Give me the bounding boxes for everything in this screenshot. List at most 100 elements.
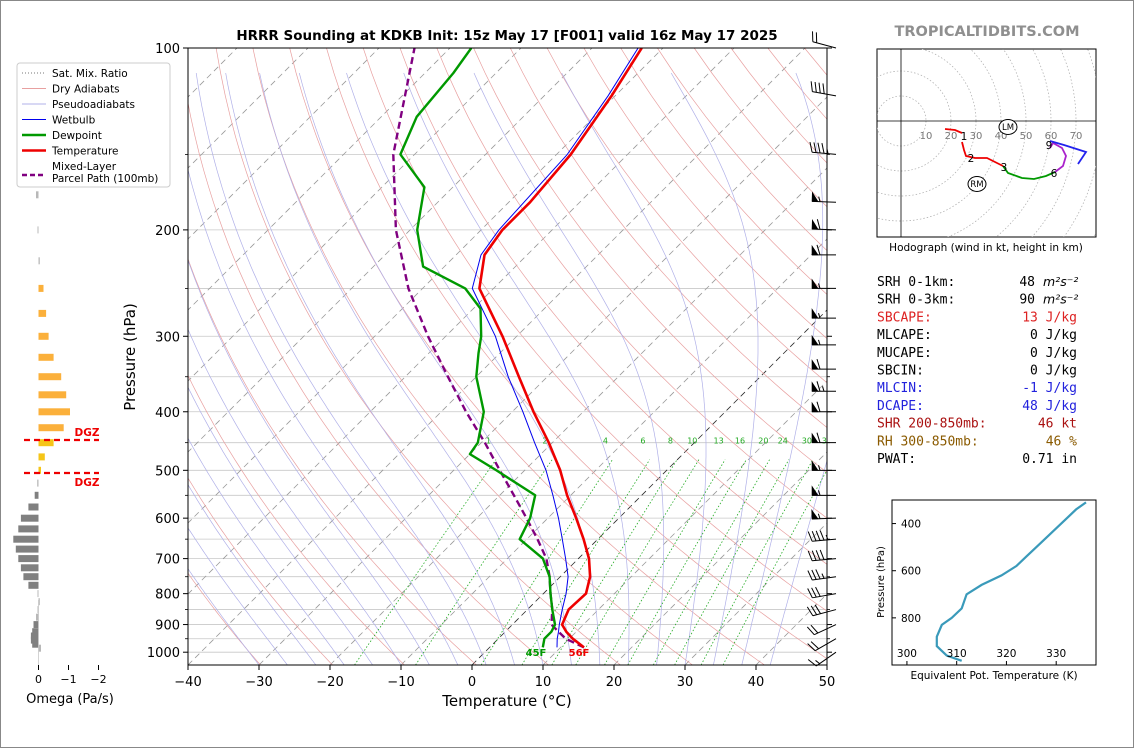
- surface-dewpoint-label: 45F: [526, 648, 547, 659]
- pseudoadiabat: [188, 527, 288, 665]
- omega-bar: [28, 581, 39, 589]
- pseudoadiabat: [298, 72, 572, 665]
- theta-e-line: [935, 501, 1087, 662]
- theta-e-x-tick-label: 300: [897, 648, 917, 660]
- x-tick-label: 40: [748, 675, 765, 690]
- parameter-label: RH 300-850mb:: [877, 434, 979, 449]
- omega-bar: [32, 640, 39, 648]
- pseudoadiabat: [346, 72, 601, 665]
- wind-barb: [807, 586, 837, 599]
- mixing-ratio-line: [627, 459, 747, 665]
- theta-e-xlabel: Equivalent Pot. Temperature (K): [910, 670, 1077, 682]
- hodograph-height-label: 9: [1046, 140, 1053, 152]
- isotherm: [400, 238, 827, 665]
- mixing-ratio-line: [551, 459, 678, 665]
- parameter-label: SBCAPE:: [877, 310, 932, 325]
- wind-barb: [811, 308, 836, 319]
- y-tick-label: 800: [155, 588, 180, 603]
- theta-e-y-tick-label: 600: [901, 566, 921, 578]
- omega-bar: [38, 439, 54, 447]
- omega-bar: [32, 628, 39, 636]
- right-mover-label: RM: [970, 180, 983, 190]
- wind-barb: [811, 358, 836, 370]
- isotherm: [471, 309, 827, 665]
- parameter-label: MLCIN:: [877, 381, 924, 396]
- dry-adiabat: [546, 48, 827, 384]
- omega-bar: [37, 590, 39, 598]
- omega-bar: [37, 606, 39, 614]
- mixing-ratio-label: 10: [687, 436, 697, 445]
- skewt-plot: 1 2 4 6 8 10 13 16 20 24 30 36 10020030040050060070…: [121, 42, 835, 710]
- wind-barb: [811, 485, 836, 496]
- wind-barb: [811, 509, 837, 520]
- omega-bar: [38, 284, 44, 292]
- isotherm: [684, 522, 827, 665]
- dry-adiabat: [252, 48, 693, 665]
- mixing-ratio-label: 24: [778, 436, 788, 445]
- hodograph-height-label: 2: [968, 153, 975, 165]
- omega-bar: [38, 373, 62, 381]
- parameter-unit: m²s⁻²: [1043, 274, 1078, 289]
- parameter-label: PWAT:: [877, 452, 916, 467]
- dry-adiabat: [473, 48, 827, 473]
- omega-bar: [36, 613, 39, 621]
- mixing-ratio-line: [674, 459, 790, 665]
- mixing-ratio-label: 13: [714, 436, 724, 445]
- hodograph-ring-label: 50: [1020, 131, 1033, 142]
- y-tick-label: 900: [155, 619, 180, 634]
- isotherm: [258, 96, 827, 665]
- x-tick-label: −40: [174, 675, 201, 690]
- omega-bar: [33, 621, 39, 629]
- isotherm: [188, 48, 806, 665]
- wind-barb: [810, 81, 837, 97]
- parcel-path-line: [392, 48, 585, 649]
- parameter-value: 48: [1019, 275, 1035, 290]
- theta-e-ylabel: Pressure (hPa): [876, 546, 887, 618]
- x-tick-label: −30: [245, 675, 272, 690]
- omega-bar: [20, 514, 39, 522]
- parameter-label: SRH 0-3km:: [877, 293, 955, 308]
- wind-barb: [807, 549, 837, 562]
- sounding-traces: [392, 48, 643, 649]
- parameter-value: 90: [1019, 293, 1035, 308]
- hodograph-ring-label: 10: [920, 131, 933, 142]
- pseudoadiabat: [188, 484, 317, 665]
- parameter-unit: m²s⁻²: [1043, 292, 1078, 307]
- parameter-value: -1 J/kg: [1022, 381, 1077, 396]
- wind-barb: [811, 278, 836, 289]
- legend-label: Mixed-Layer: [52, 161, 117, 173]
- y-axis-label: Pressure (hPa): [121, 303, 139, 411]
- x-tick-label: −10: [387, 675, 414, 690]
- omega-bar: [13, 535, 39, 543]
- mixing-ratio-line: [521, 459, 651, 665]
- parameter-value: 0 J/kg: [1030, 364, 1077, 379]
- hodograph: 10 20 30 40 50 60 70 12 3 6 9 LM RM Hodograph (wind …: [876, 48, 1097, 254]
- y-tick-label: 700: [155, 553, 180, 568]
- omega-bar: [38, 408, 70, 416]
- omega-bar: [38, 257, 40, 265]
- x-axis-label: Temperature (°C): [441, 692, 571, 710]
- omega-bar: [18, 555, 39, 563]
- y-tick-label: 600: [155, 512, 180, 527]
- pseudoadiabat: [188, 168, 459, 665]
- legend-label: Dry Adiabats: [52, 84, 120, 96]
- wind-barb: [807, 638, 837, 652]
- legend: Sat. Mix. Ratio Dry Adiabats Pseudoadiabat…: [16, 62, 171, 188]
- pseudoadiabat: [403, 72, 630, 665]
- omega-bar: [38, 391, 67, 399]
- pseudoadiabat: [188, 328, 402, 665]
- parameter-value: 46 kt: [1038, 417, 1077, 432]
- pseudoadiabat: [188, 568, 260, 665]
- y-tick-label: 1000: [147, 646, 180, 661]
- mixing-ratio-label: 1: [486, 436, 491, 445]
- omega-tick-label: 0: [35, 673, 42, 686]
- omega-bar: [37, 226, 39, 234]
- hodograph-height-label: 1: [961, 131, 968, 143]
- dry-adiabat: [188, 374, 405, 665]
- temperature-line: [478, 48, 643, 649]
- omega-bar: [38, 598, 40, 606]
- omega-tick-label: −2: [90, 673, 106, 686]
- dry-adiabat: [583, 48, 827, 340]
- isotherm: [188, 48, 735, 595]
